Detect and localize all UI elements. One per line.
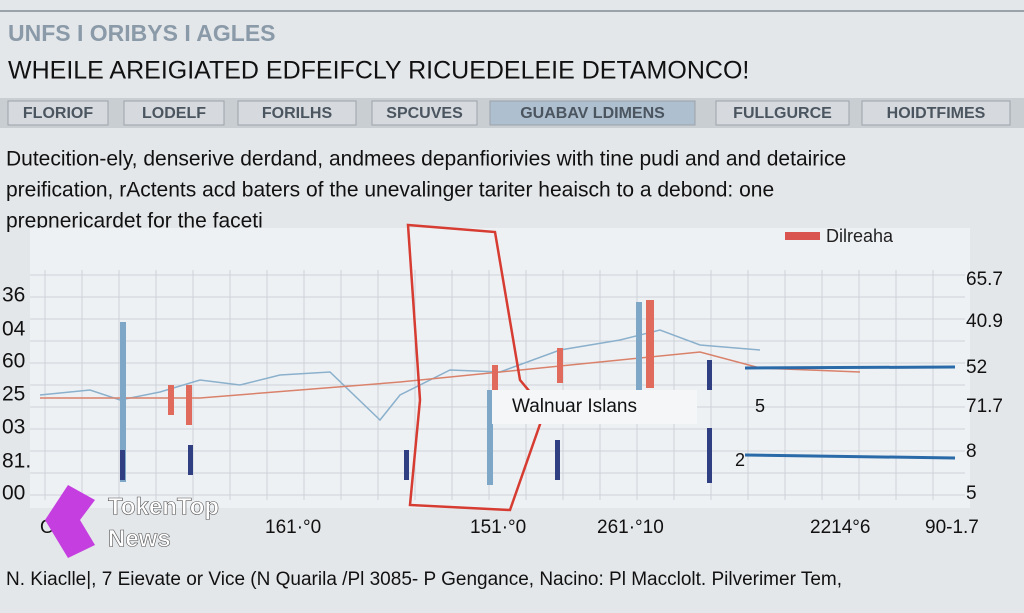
highlight-outline	[406, 223, 547, 512]
legend-label: Dilreaha	[826, 226, 894, 246]
nav-tab	[861, 100, 1011, 126]
nav-label: FORILHS	[262, 105, 333, 122]
bars-light	[120, 302, 642, 485]
logo-text: News	[108, 525, 171, 552]
logo-icon	[45, 485, 95, 558]
right-axis-label: 65.7	[966, 269, 1003, 290]
nav-tab	[7, 100, 109, 126]
nav-label: FLORIOF	[23, 105, 93, 122]
right-axis-label: 71.7	[966, 396, 1003, 417]
annotation: Walnuar Islans	[512, 396, 637, 417]
x-axis-label: 261·°10	[597, 517, 664, 538]
left-axis-label: 36	[2, 284, 25, 307]
nav: FLORIOF LODELF FORILHS SPCUVES GUABAV LDIMEN…	[7, 100, 1011, 126]
arrow-top	[744, 365, 956, 370]
nav-tab	[489, 100, 696, 126]
x-axis-label: 2214°6	[810, 517, 870, 538]
nav-label: SPCUVES	[386, 105, 463, 122]
marker: 5	[755, 396, 765, 416]
right-axis-label: 5	[966, 483, 977, 504]
nav-label: HOIDTFIMES	[887, 105, 986, 122]
right-axis-label: 52	[966, 357, 987, 378]
x-axis-label: 151·°0	[470, 517, 526, 538]
bars-red	[168, 300, 654, 425]
left-axis-label: 00	[2, 482, 25, 505]
annotation-box	[492, 390, 697, 424]
logo-text: TokenTop	[108, 493, 219, 520]
arrow-bottom	[744, 453, 956, 460]
nav-tab	[715, 100, 850, 126]
left-axis-label: 25	[2, 383, 25, 406]
paragraph-line: preification, rActents acd baters of the…	[6, 179, 774, 202]
left-axis-label: 03	[2, 416, 25, 439]
right-axis-label: 40.9	[966, 311, 1003, 332]
nav-tab	[371, 100, 478, 126]
nav-tab	[237, 100, 357, 126]
chart: Dilreaha Walnuar Islans 5 2 360460250381…	[2, 223, 1003, 538]
nav-label: LODELF	[142, 105, 206, 122]
nav-label: GUABAV LDIMENS	[520, 105, 665, 122]
left-axis-label: 04	[2, 318, 26, 341]
logo: TokenTop News	[45, 485, 219, 558]
footer: N. Kiaclle|, 7 Eievate or Vice (N Quaril…	[6, 569, 842, 590]
paragraph-line: Dutecition-ely, denserive derdand, andme…	[6, 148, 846, 171]
line-blue	[39, 329, 761, 422]
left-axis-label: 60	[2, 350, 25, 373]
paragraph-line: prepnericardet for the faceti	[6, 210, 263, 233]
right-axis-label: 8	[966, 441, 977, 462]
top-rule	[0, 10, 1024, 12]
x-axis-label: 90-1.7	[925, 517, 979, 538]
brand: UNFS I ORIBYS I AGLES	[8, 20, 276, 46]
nav-tab	[123, 100, 225, 126]
headline: WHEILE AREIGIATED EDFEIFCLY RICUEDELEIE …	[8, 57, 749, 85]
paragraph: Dutecition-ely, denserive derdand, andme…	[6, 148, 846, 233]
x-axis-label: 161·°0	[265, 517, 321, 538]
marker: 2	[735, 450, 745, 470]
bars-dark	[120, 360, 712, 483]
left-axis-label: 81.	[2, 450, 31, 473]
nav-label: FULLGURCE	[733, 105, 832, 122]
legend-swatch	[785, 232, 820, 240]
